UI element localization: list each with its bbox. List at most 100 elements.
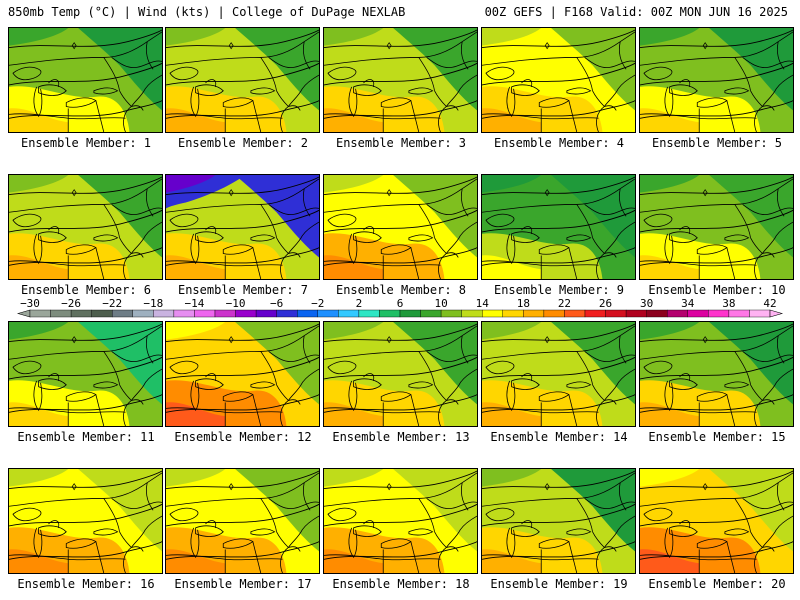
temperature-shading bbox=[166, 28, 226, 46]
geographic-boundary bbox=[434, 90, 447, 107]
geographic-boundary bbox=[724, 87, 750, 95]
geographic-boundary bbox=[592, 90, 605, 107]
temperature-shading bbox=[482, 175, 542, 193]
geographic-boundary bbox=[576, 351, 593, 385]
geographic-boundary bbox=[461, 41, 469, 70]
height-contour bbox=[9, 176, 162, 196]
temperature-shading bbox=[709, 469, 793, 552]
geographic-boundary bbox=[190, 233, 200, 264]
station-marker bbox=[702, 189, 708, 197]
geographic-boundary bbox=[410, 100, 420, 132]
geographic-boundary bbox=[33, 527, 43, 558]
temperature-shading bbox=[166, 175, 216, 193]
ensemble-member-label: Ensemble Member: 14 bbox=[490, 430, 628, 444]
colorbar-bin bbox=[235, 309, 257, 318]
geographic-boundary bbox=[592, 531, 605, 548]
geographic-boundary bbox=[576, 498, 593, 532]
height-contour bbox=[166, 247, 319, 266]
height-contour bbox=[9, 247, 162, 266]
temperature-shading bbox=[9, 175, 69, 193]
station-marker bbox=[544, 336, 550, 344]
geographic-boundary bbox=[762, 546, 775, 552]
height-contour bbox=[324, 470, 477, 490]
geographic-boundary bbox=[643, 213, 673, 228]
geographic-boundary bbox=[195, 378, 224, 390]
height-contour bbox=[9, 29, 162, 49]
station-marker bbox=[228, 189, 234, 197]
geographic-boundary bbox=[568, 247, 578, 279]
ensemble-member-label: Ensemble Member: 11 bbox=[17, 430, 155, 444]
station-marker bbox=[228, 336, 234, 344]
temperature-shading bbox=[393, 175, 477, 258]
geographic-boundary bbox=[9, 178, 162, 213]
temperature-shading bbox=[551, 28, 635, 111]
geographic-boundary bbox=[506, 380, 516, 411]
geographic-boundary bbox=[482, 472, 635, 507]
colorbar-max-arrow bbox=[769, 309, 784, 318]
ensemble-member-label: Ensemble Member: 9 bbox=[493, 283, 625, 297]
station-marker bbox=[228, 483, 234, 491]
ensemble-member-map bbox=[639, 321, 794, 427]
geographic-boundary bbox=[95, 394, 105, 426]
temperature-shading bbox=[482, 322, 542, 340]
geographic-boundary bbox=[566, 381, 592, 389]
geographic-boundary bbox=[166, 178, 319, 213]
geographic-boundary bbox=[640, 472, 793, 507]
ensemble-member-map bbox=[323, 27, 478, 133]
temperature-shading bbox=[9, 322, 69, 340]
ensemble-member-label: Ensemble Member: 18 bbox=[332, 577, 470, 591]
colorbar-tick-label: −14 bbox=[184, 297, 205, 310]
colorbar-bin bbox=[70, 309, 92, 318]
geographic-boundary bbox=[146, 482, 154, 511]
colorbar-bin bbox=[749, 309, 771, 318]
geographic-boundary bbox=[643, 66, 673, 81]
geographic-boundary bbox=[103, 351, 120, 385]
geographic-boundary bbox=[669, 525, 698, 537]
ensemble-member-map bbox=[165, 27, 320, 133]
ensemble-member-map bbox=[481, 468, 636, 574]
temperature-shading bbox=[235, 175, 319, 258]
ensemble-member-label: Ensemble Member: 8 bbox=[335, 283, 467, 297]
geographic-boundary bbox=[119, 237, 132, 254]
height-contour bbox=[9, 541, 162, 560]
geographic-boundary bbox=[260, 351, 277, 385]
ensemble-member-label: Ensemble Member: 1 bbox=[20, 136, 152, 150]
temperature-shading bbox=[640, 322, 700, 340]
geographic-boundary bbox=[584, 204, 635, 216]
temperature-shading bbox=[324, 469, 384, 487]
height-contour bbox=[640, 176, 793, 196]
height-contour bbox=[482, 29, 635, 49]
geographic-boundary bbox=[643, 360, 673, 375]
geographic-boundary bbox=[640, 260, 757, 267]
geographic-boundary bbox=[353, 231, 382, 243]
geographic-boundary bbox=[353, 84, 382, 96]
geographic-boundary bbox=[268, 204, 319, 216]
geographic-boundary bbox=[410, 541, 420, 573]
ensemble-member-label: Ensemble Member: 17 bbox=[174, 577, 312, 591]
height-contour bbox=[640, 541, 793, 560]
height-contour bbox=[9, 394, 162, 413]
geographic-boundary bbox=[640, 407, 757, 414]
colorbar-bin bbox=[687, 309, 709, 318]
height-contour bbox=[9, 100, 162, 119]
geographic-boundary bbox=[568, 394, 578, 426]
colorbar-bin bbox=[605, 309, 627, 318]
temperature-shading bbox=[640, 175, 700, 193]
geographic-boundary bbox=[103, 204, 120, 238]
geographic-boundary bbox=[485, 360, 515, 375]
colorbar-tick-label: 42 bbox=[763, 297, 777, 310]
geographic-boundary bbox=[434, 531, 447, 548]
geographic-boundary bbox=[303, 41, 311, 70]
geographic-boundary bbox=[777, 335, 785, 364]
geographic-boundary bbox=[482, 325, 635, 360]
geographic-boundary bbox=[93, 381, 119, 389]
colorbar-bin bbox=[667, 309, 688, 318]
ensemble-member-label: Ensemble Member: 7 bbox=[177, 283, 309, 297]
geographic-boundary bbox=[303, 188, 311, 217]
geographic-boundary bbox=[327, 360, 357, 375]
colorbar-bin bbox=[543, 309, 565, 318]
geographic-boundary bbox=[288, 105, 301, 111]
geographic-boundary bbox=[726, 394, 736, 426]
geographic-boundary bbox=[482, 407, 599, 414]
geographic-boundary bbox=[288, 546, 301, 552]
